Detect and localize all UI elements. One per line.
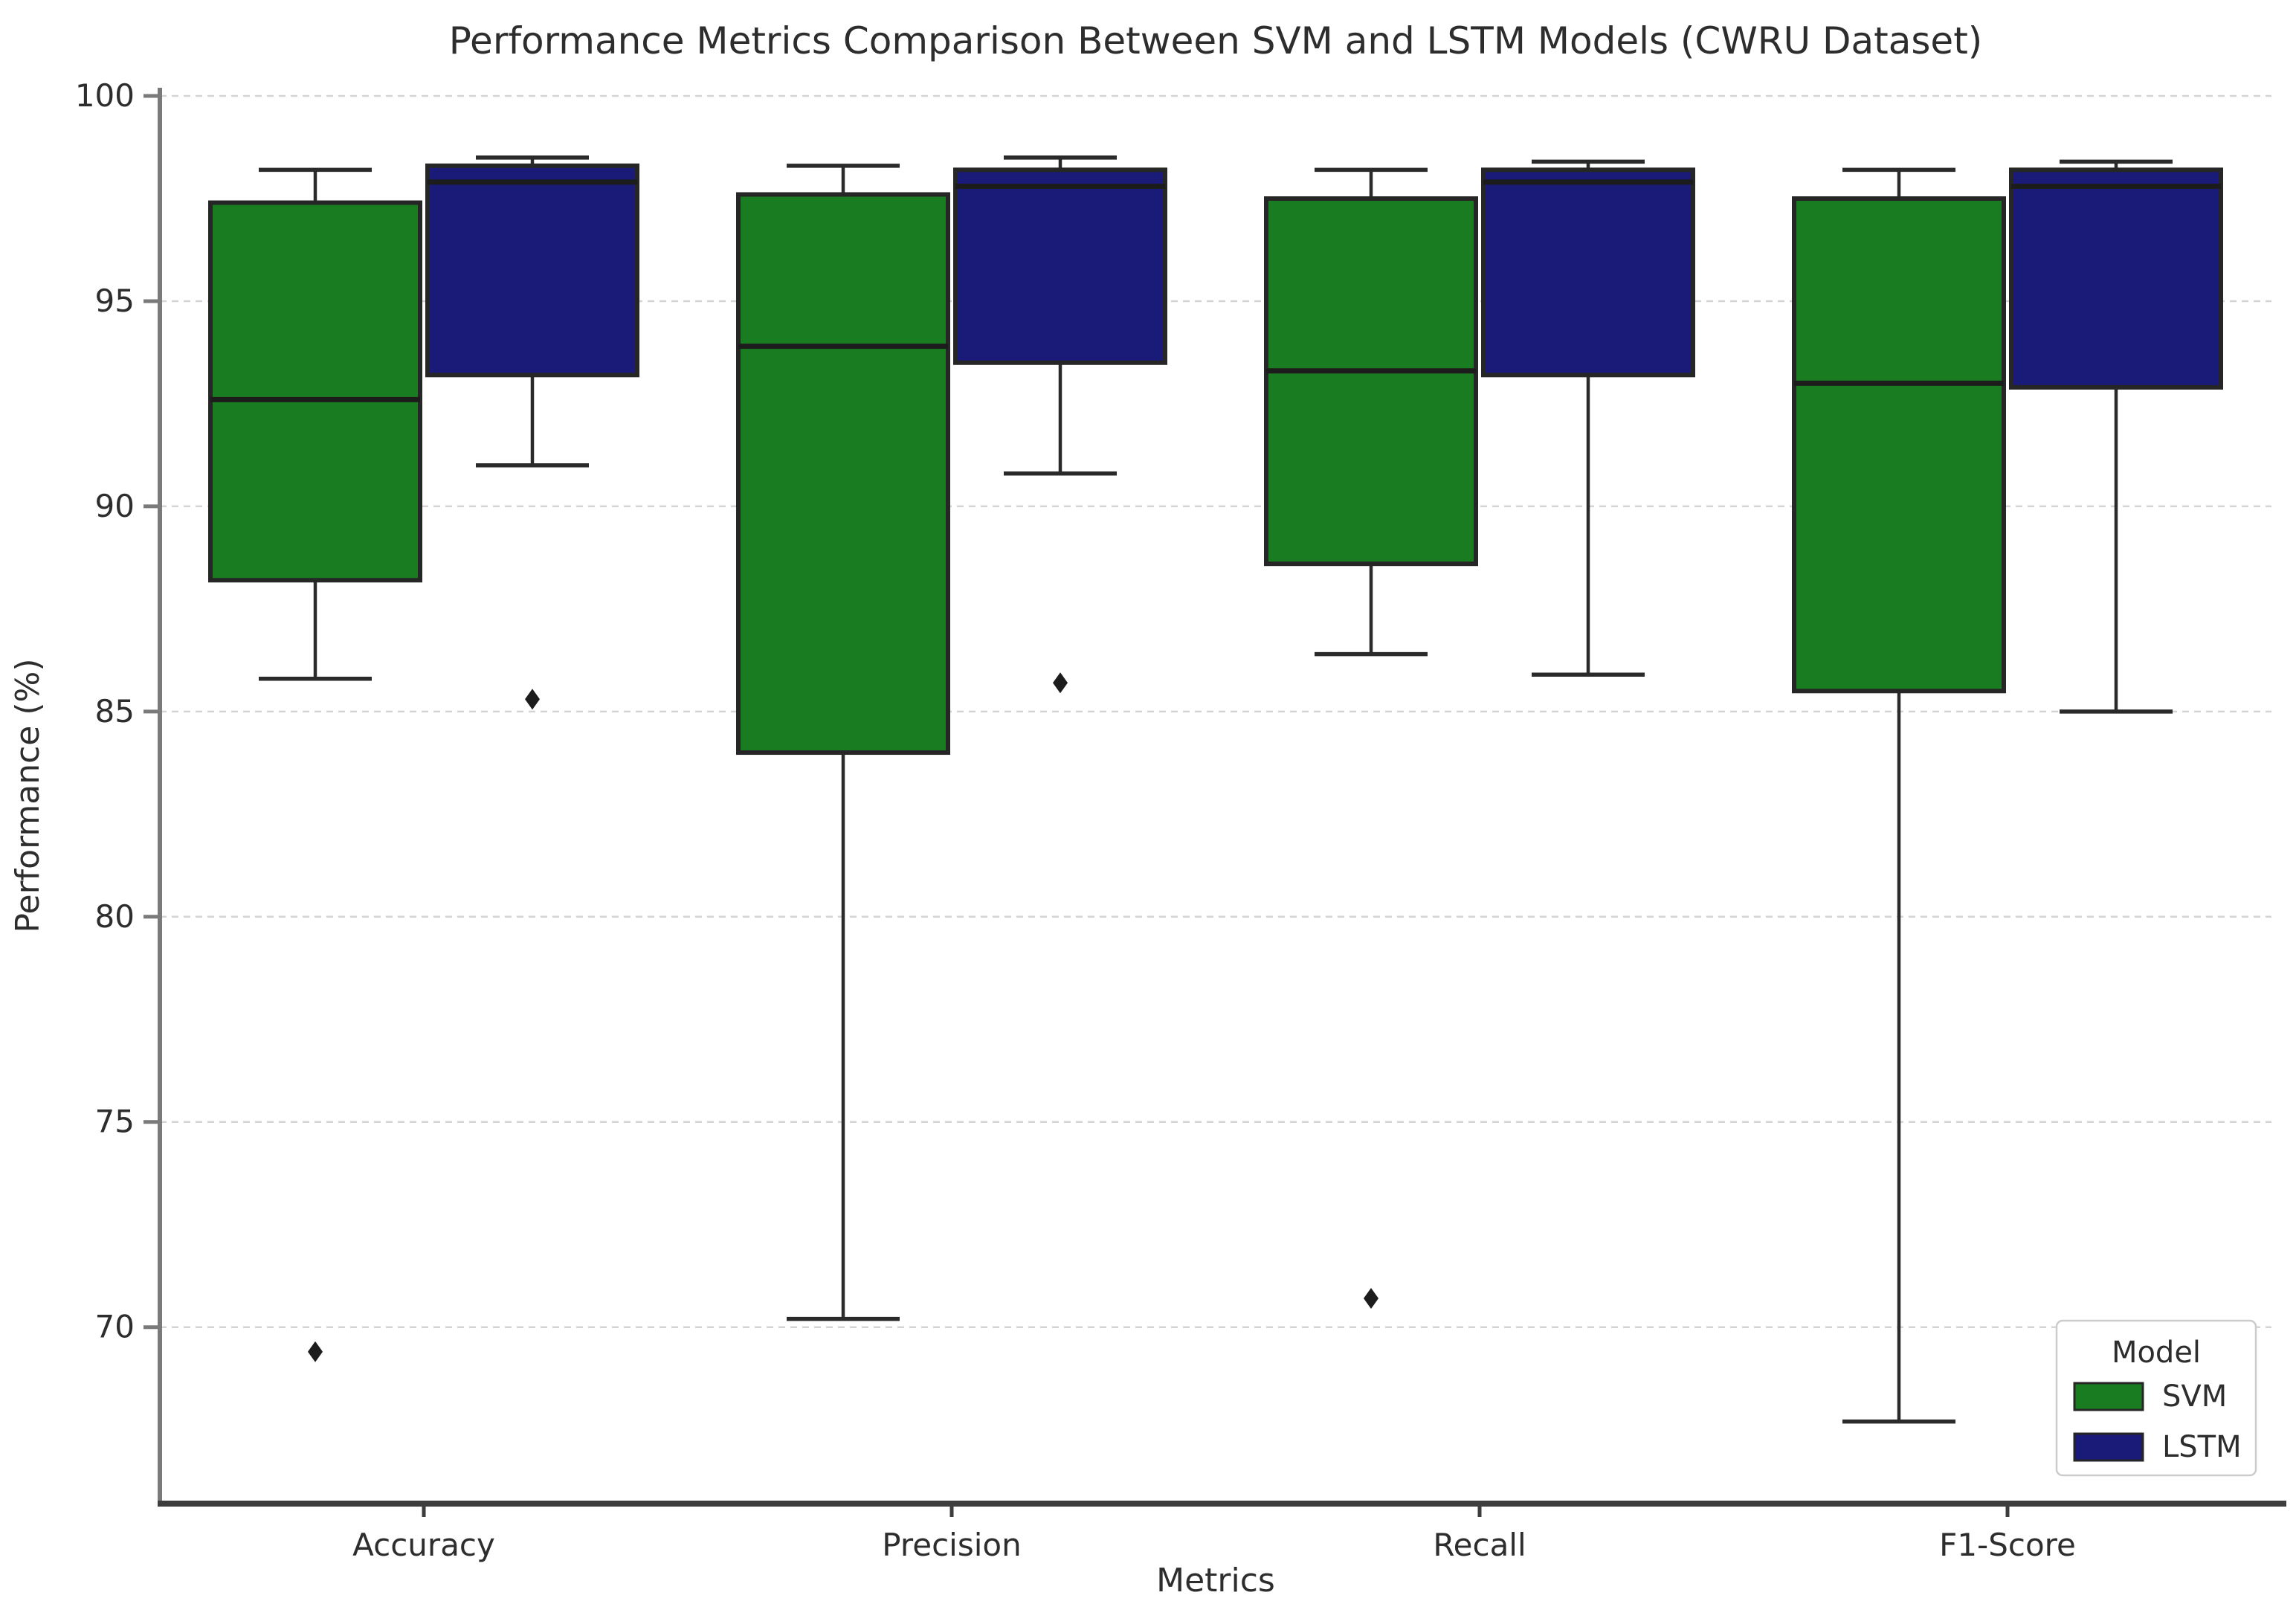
series-lstm [425, 155, 2223, 714]
outlier-marker [308, 1341, 323, 1362]
iqr-box [1481, 167, 1695, 378]
x-tick-label-f1-score: F1-Score [1939, 1527, 2076, 1563]
iqr-box [953, 167, 1167, 365]
iqr-box [208, 200, 422, 583]
y-axis-ticks: 70 75 80 85 90 95 100 [75, 77, 160, 1345]
iqr-box [425, 163, 639, 378]
y-tick-label-90: 90 [95, 488, 135, 524]
x-tick-label-precision: Precision [882, 1527, 1021, 1563]
y-tick-label-80: 80 [95, 898, 135, 935]
iqr-box [736, 192, 950, 756]
chart-title: Performance Metrics Comparison Between S… [449, 19, 1983, 62]
y-tick-label-100: 100 [75, 77, 135, 114]
y-tick-label-95: 95 [95, 283, 135, 319]
box-svm-f1-score [1792, 167, 2006, 1424]
legend-swatch-lstm [2073, 1432, 2144, 1462]
box-lstm-recall [1481, 159, 1695, 677]
iqr-box [1792, 196, 2006, 694]
box-lstm-accuracy [425, 155, 639, 710]
outlier-marker [1364, 1288, 1378, 1310]
outlier-marker [1053, 672, 1068, 694]
box-svm-precision [736, 164, 950, 1321]
x-axis-label: Metrics [1156, 1562, 1275, 1600]
x-tick-label-accuracy: Accuracy [352, 1527, 495, 1563]
box-lstm-precision [953, 155, 1167, 694]
series-svm [208, 164, 2006, 1424]
y-tick-label-70: 70 [95, 1309, 135, 1345]
y-axis-label: Performance (%) [9, 659, 47, 933]
legend-label-lstm: LSTM [2162, 1430, 2242, 1464]
iqr-box [1264, 196, 1478, 567]
y-tick-label-85: 85 [95, 693, 135, 729]
iqr-box [2009, 167, 2223, 390]
legend-swatch-svm [2073, 1382, 2144, 1411]
box-lstm-f1-score [2009, 159, 2223, 714]
legend-title: Model [2112, 1336, 2201, 1370]
x-tick-label-recall: Recall [1433, 1527, 1526, 1563]
legend: Model SVM LSTM [2055, 1319, 2257, 1477]
outlier-marker [525, 689, 540, 710]
y-tick-label-75: 75 [95, 1104, 135, 1140]
legend-label-svm: SVM [2162, 1379, 2227, 1414]
box-svm-accuracy [208, 167, 422, 1362]
box-svm-recall [1264, 167, 1478, 1310]
x-axis-ticks: Accuracy Precision Recall F1-Score [352, 1504, 2076, 1563]
